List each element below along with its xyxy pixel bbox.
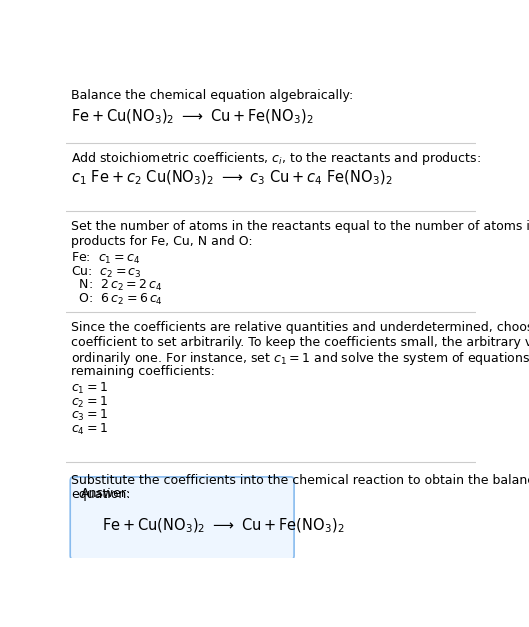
Text: O:  $6\,c_2 = 6\,c_4$: O: $6\,c_2 = 6\,c_4$ bbox=[71, 292, 163, 307]
Text: $c_1\ \mathrm{Fe} + c_2\ \mathrm{Cu(NO_3)_2} \ \longrightarrow \ c_3\ \mathrm{Cu: $c_1\ \mathrm{Fe} + c_2\ \mathrm{Cu(NO_3… bbox=[71, 169, 393, 187]
Text: Answer:: Answer: bbox=[81, 487, 131, 500]
Text: Balance the chemical equation algebraically:: Balance the chemical equation algebraica… bbox=[71, 89, 353, 102]
Text: products for Fe, Cu, N and O:: products for Fe, Cu, N and O: bbox=[71, 234, 253, 248]
Text: N:  $2\,c_2 = 2\,c_4$: N: $2\,c_2 = 2\,c_4$ bbox=[71, 278, 162, 293]
Text: equation:: equation: bbox=[71, 488, 131, 501]
Text: Fe:  $c_1 = c_4$: Fe: $c_1 = c_4$ bbox=[71, 251, 140, 266]
Text: $\mathrm{Fe + Cu(NO_3)_2 \ \longrightarrow \ Cu + Fe(NO_3)_2}$: $\mathrm{Fe + Cu(NO_3)_2 \ \longrightarr… bbox=[102, 517, 345, 535]
Text: coefficient to set arbitrarily. To keep the coefficients small, the arbitrary va: coefficient to set arbitrarily. To keep … bbox=[71, 336, 529, 349]
Text: ordinarily one. For instance, set $c_1 = 1$ and solve the system of equations fo: ordinarily one. For instance, set $c_1 =… bbox=[71, 350, 529, 367]
Text: Substitute the coefficients into the chemical reaction to obtain the balanced: Substitute the coefficients into the che… bbox=[71, 473, 529, 487]
Text: $c_3 = 1$: $c_3 = 1$ bbox=[71, 408, 108, 423]
Text: $c_4 = 1$: $c_4 = 1$ bbox=[71, 422, 108, 437]
Text: Since the coefficients are relative quantities and underdetermined, choose a: Since the coefficients are relative quan… bbox=[71, 322, 529, 334]
Text: Cu:  $c_2 = c_3$: Cu: $c_2 = c_3$ bbox=[71, 265, 142, 280]
Text: Add stoichiometric coefficients, $c_i$, to the reactants and products:: Add stoichiometric coefficients, $c_i$, … bbox=[71, 150, 481, 167]
Text: $c_2 = 1$: $c_2 = 1$ bbox=[71, 395, 108, 410]
Text: remaining coefficients:: remaining coefficients: bbox=[71, 365, 215, 378]
Text: Set the number of atoms in the reactants equal to the number of atoms in the: Set the number of atoms in the reactants… bbox=[71, 220, 529, 233]
Text: $\mathrm{Fe + Cu(NO_3)_2 \ \longrightarrow \ Cu + Fe(NO_3)_2}$: $\mathrm{Fe + Cu(NO_3)_2 \ \longrightarr… bbox=[71, 107, 314, 125]
Text: $c_1 = 1$: $c_1 = 1$ bbox=[71, 381, 108, 396]
FancyBboxPatch shape bbox=[70, 477, 294, 559]
